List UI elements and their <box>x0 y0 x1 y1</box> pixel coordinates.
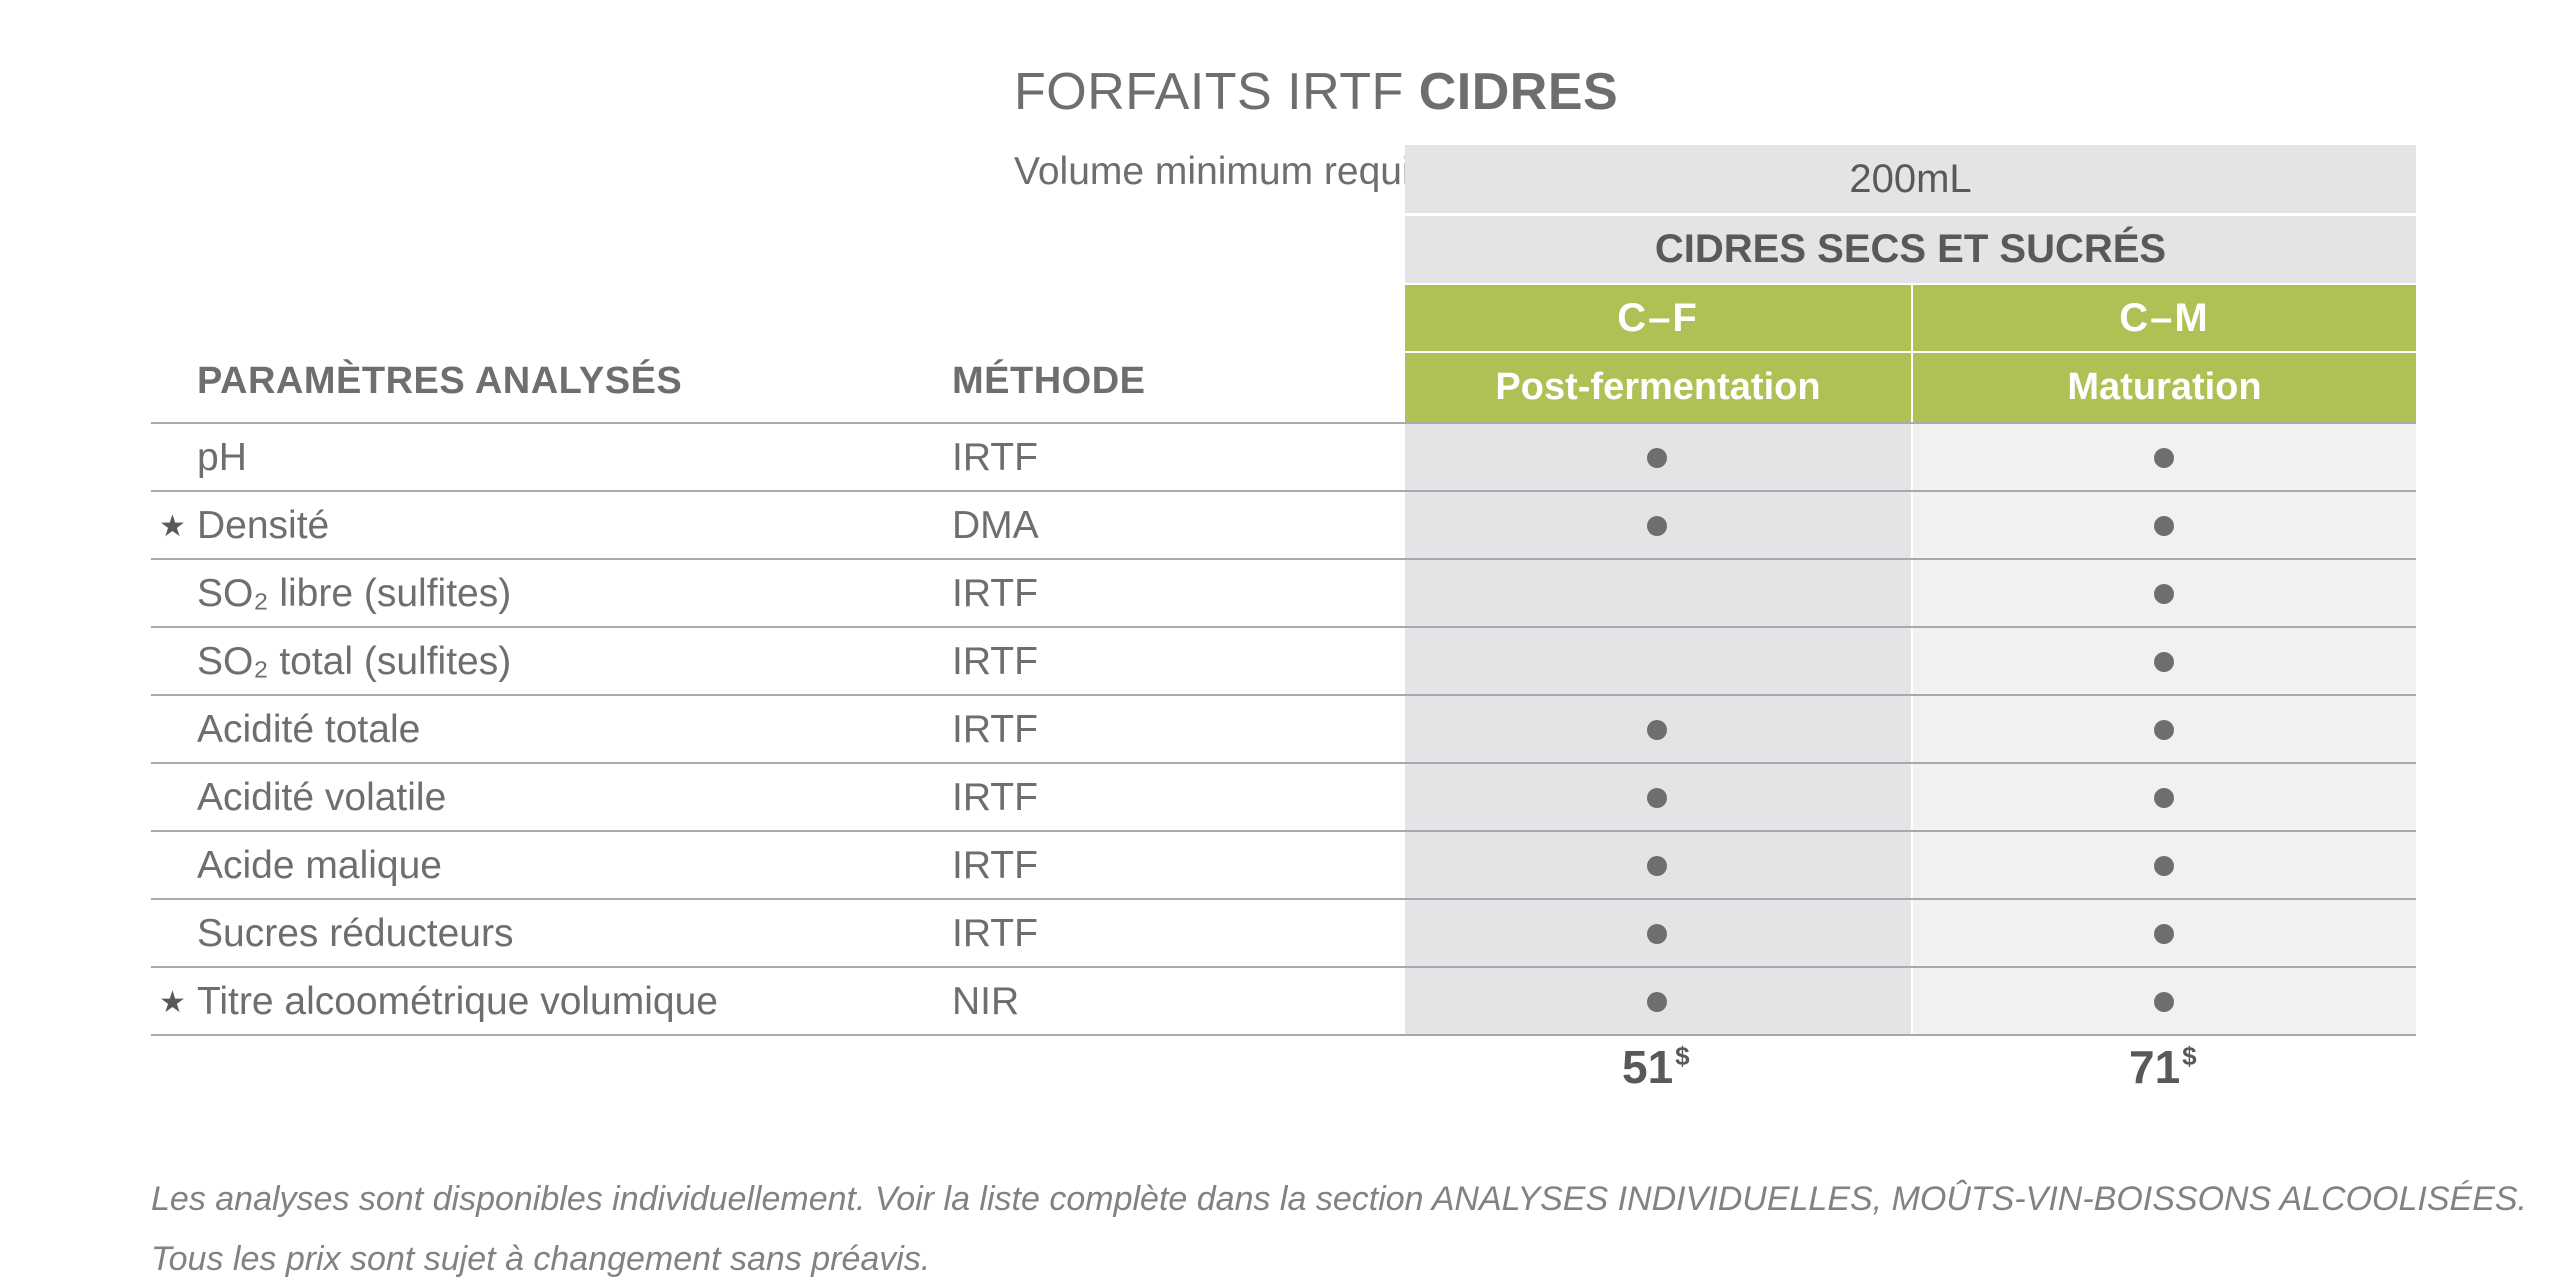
row-rule <box>151 762 2416 764</box>
table-row: ★ Densité DMA <box>151 492 2416 560</box>
table-row: Acidité volatile IRTF <box>151 764 2416 832</box>
volume-value: 200mL <box>1405 145 2416 213</box>
method-name: IRTF <box>952 776 1038 819</box>
table-row: ★ Titre alcoométrique volumique NIR <box>151 968 2416 1036</box>
package-name-cm: Maturation <box>1913 353 2416 422</box>
parameter-name: Sucres réducteurs <box>197 912 514 955</box>
included-dot-cf <box>1647 720 1667 740</box>
note-availability: Les analyses sont disponibles individuel… <box>151 1180 2527 1218</box>
included-dot-cm <box>2154 788 2174 808</box>
table-row: SO₂ total (sulfites) IRTF <box>151 628 2416 696</box>
method-name: NIR <box>952 980 1020 1023</box>
price-cf-currency: $ <box>1675 1041 1690 1071</box>
included-dot-cf <box>1647 448 1667 468</box>
included-dot-cm <box>2154 516 2174 536</box>
package-code-cf: C–F <box>1405 285 1911 351</box>
method-name: IRTF <box>952 844 1038 887</box>
row-rule <box>151 558 2416 560</box>
row-rule <box>151 898 2416 900</box>
included-dot-cm <box>2154 448 2174 468</box>
parameter-name: SO₂ libre (sulfites) <box>197 572 512 615</box>
category-header: CIDRES SECS ET SUCRÉS <box>1405 216 2416 283</box>
title-light: FORFAITS IRTF <box>1014 63 1404 121</box>
included-dot-cm <box>2154 924 2174 944</box>
row-rule <box>151 490 2416 492</box>
note-prices: Tous les prix sont sujet à changement sa… <box>151 1240 931 1278</box>
included-dot-cf <box>1647 788 1667 808</box>
package-name-cf: Post-fermentation <box>1405 353 1911 422</box>
parameter-name: pH <box>197 436 247 479</box>
included-dot-cf <box>1647 992 1667 1012</box>
title-bold: CIDRES <box>1418 63 1619 121</box>
price-cm: 71$ <box>2129 1040 2197 1094</box>
param-column-header: PARAMÈTRES ANALYSÉS <box>197 360 683 402</box>
price-cm-value: 71 <box>2129 1041 2181 1093</box>
row-rule <box>151 830 2416 832</box>
table-row: SO₂ libre (sulfites) IRTF <box>151 560 2416 628</box>
row-rule <box>151 1034 2416 1036</box>
included-dot-cf <box>1647 856 1667 876</box>
price-cf-value: 51 <box>1622 1041 1674 1093</box>
included-dot-cm <box>2154 992 2174 1012</box>
included-dot-cm <box>2154 652 2174 672</box>
method-name: IRTF <box>952 708 1038 751</box>
star-marker: ★ <box>159 985 186 1019</box>
price-cf: 51$ <box>1622 1040 1690 1094</box>
parameter-name: SO₂ total (sulfites) <box>197 640 512 683</box>
volume-label: Volume minimum requis <box>1014 150 1431 193</box>
method-column-header: MÉTHODE <box>952 360 1146 402</box>
included-dot-cm <box>2154 856 2174 876</box>
star-marker: ★ <box>159 509 186 543</box>
package-divider <box>1911 285 1913 422</box>
table-row: Acide malique IRTF <box>151 832 2416 900</box>
parameter-name: Acidité totale <box>197 708 421 751</box>
included-dot-cf <box>1647 924 1667 944</box>
header-rule <box>151 422 2416 424</box>
parameter-name: Acide malique <box>197 844 442 887</box>
method-name: DMA <box>952 504 1039 547</box>
parameter-name: Titre alcoométrique volumique <box>197 980 718 1023</box>
row-rule <box>151 966 2416 968</box>
included-dot-cm <box>2154 720 2174 740</box>
page-title: FORFAITS IRTF CIDRES <box>1014 62 1618 122</box>
method-name: IRTF <box>952 436 1038 479</box>
table-row: pH IRTF <box>151 424 2416 492</box>
row-rule <box>151 694 2416 696</box>
method-name: IRTF <box>952 640 1038 683</box>
included-dot-cm <box>2154 584 2174 604</box>
row-rule <box>151 626 2416 628</box>
included-dot-cf <box>1647 516 1667 536</box>
parameter-name: Densité <box>197 504 330 547</box>
method-name: IRTF <box>952 572 1038 615</box>
table-row: Acidité totale IRTF <box>151 696 2416 764</box>
price-cm-currency: $ <box>2182 1041 2197 1071</box>
package-header-divider <box>1405 351 2416 353</box>
table-row: Sucres réducteurs IRTF <box>151 900 2416 968</box>
parameter-name: Acidité volatile <box>197 776 447 819</box>
method-name: IRTF <box>952 912 1038 955</box>
package-code-cm: C–M <box>1913 285 2416 351</box>
